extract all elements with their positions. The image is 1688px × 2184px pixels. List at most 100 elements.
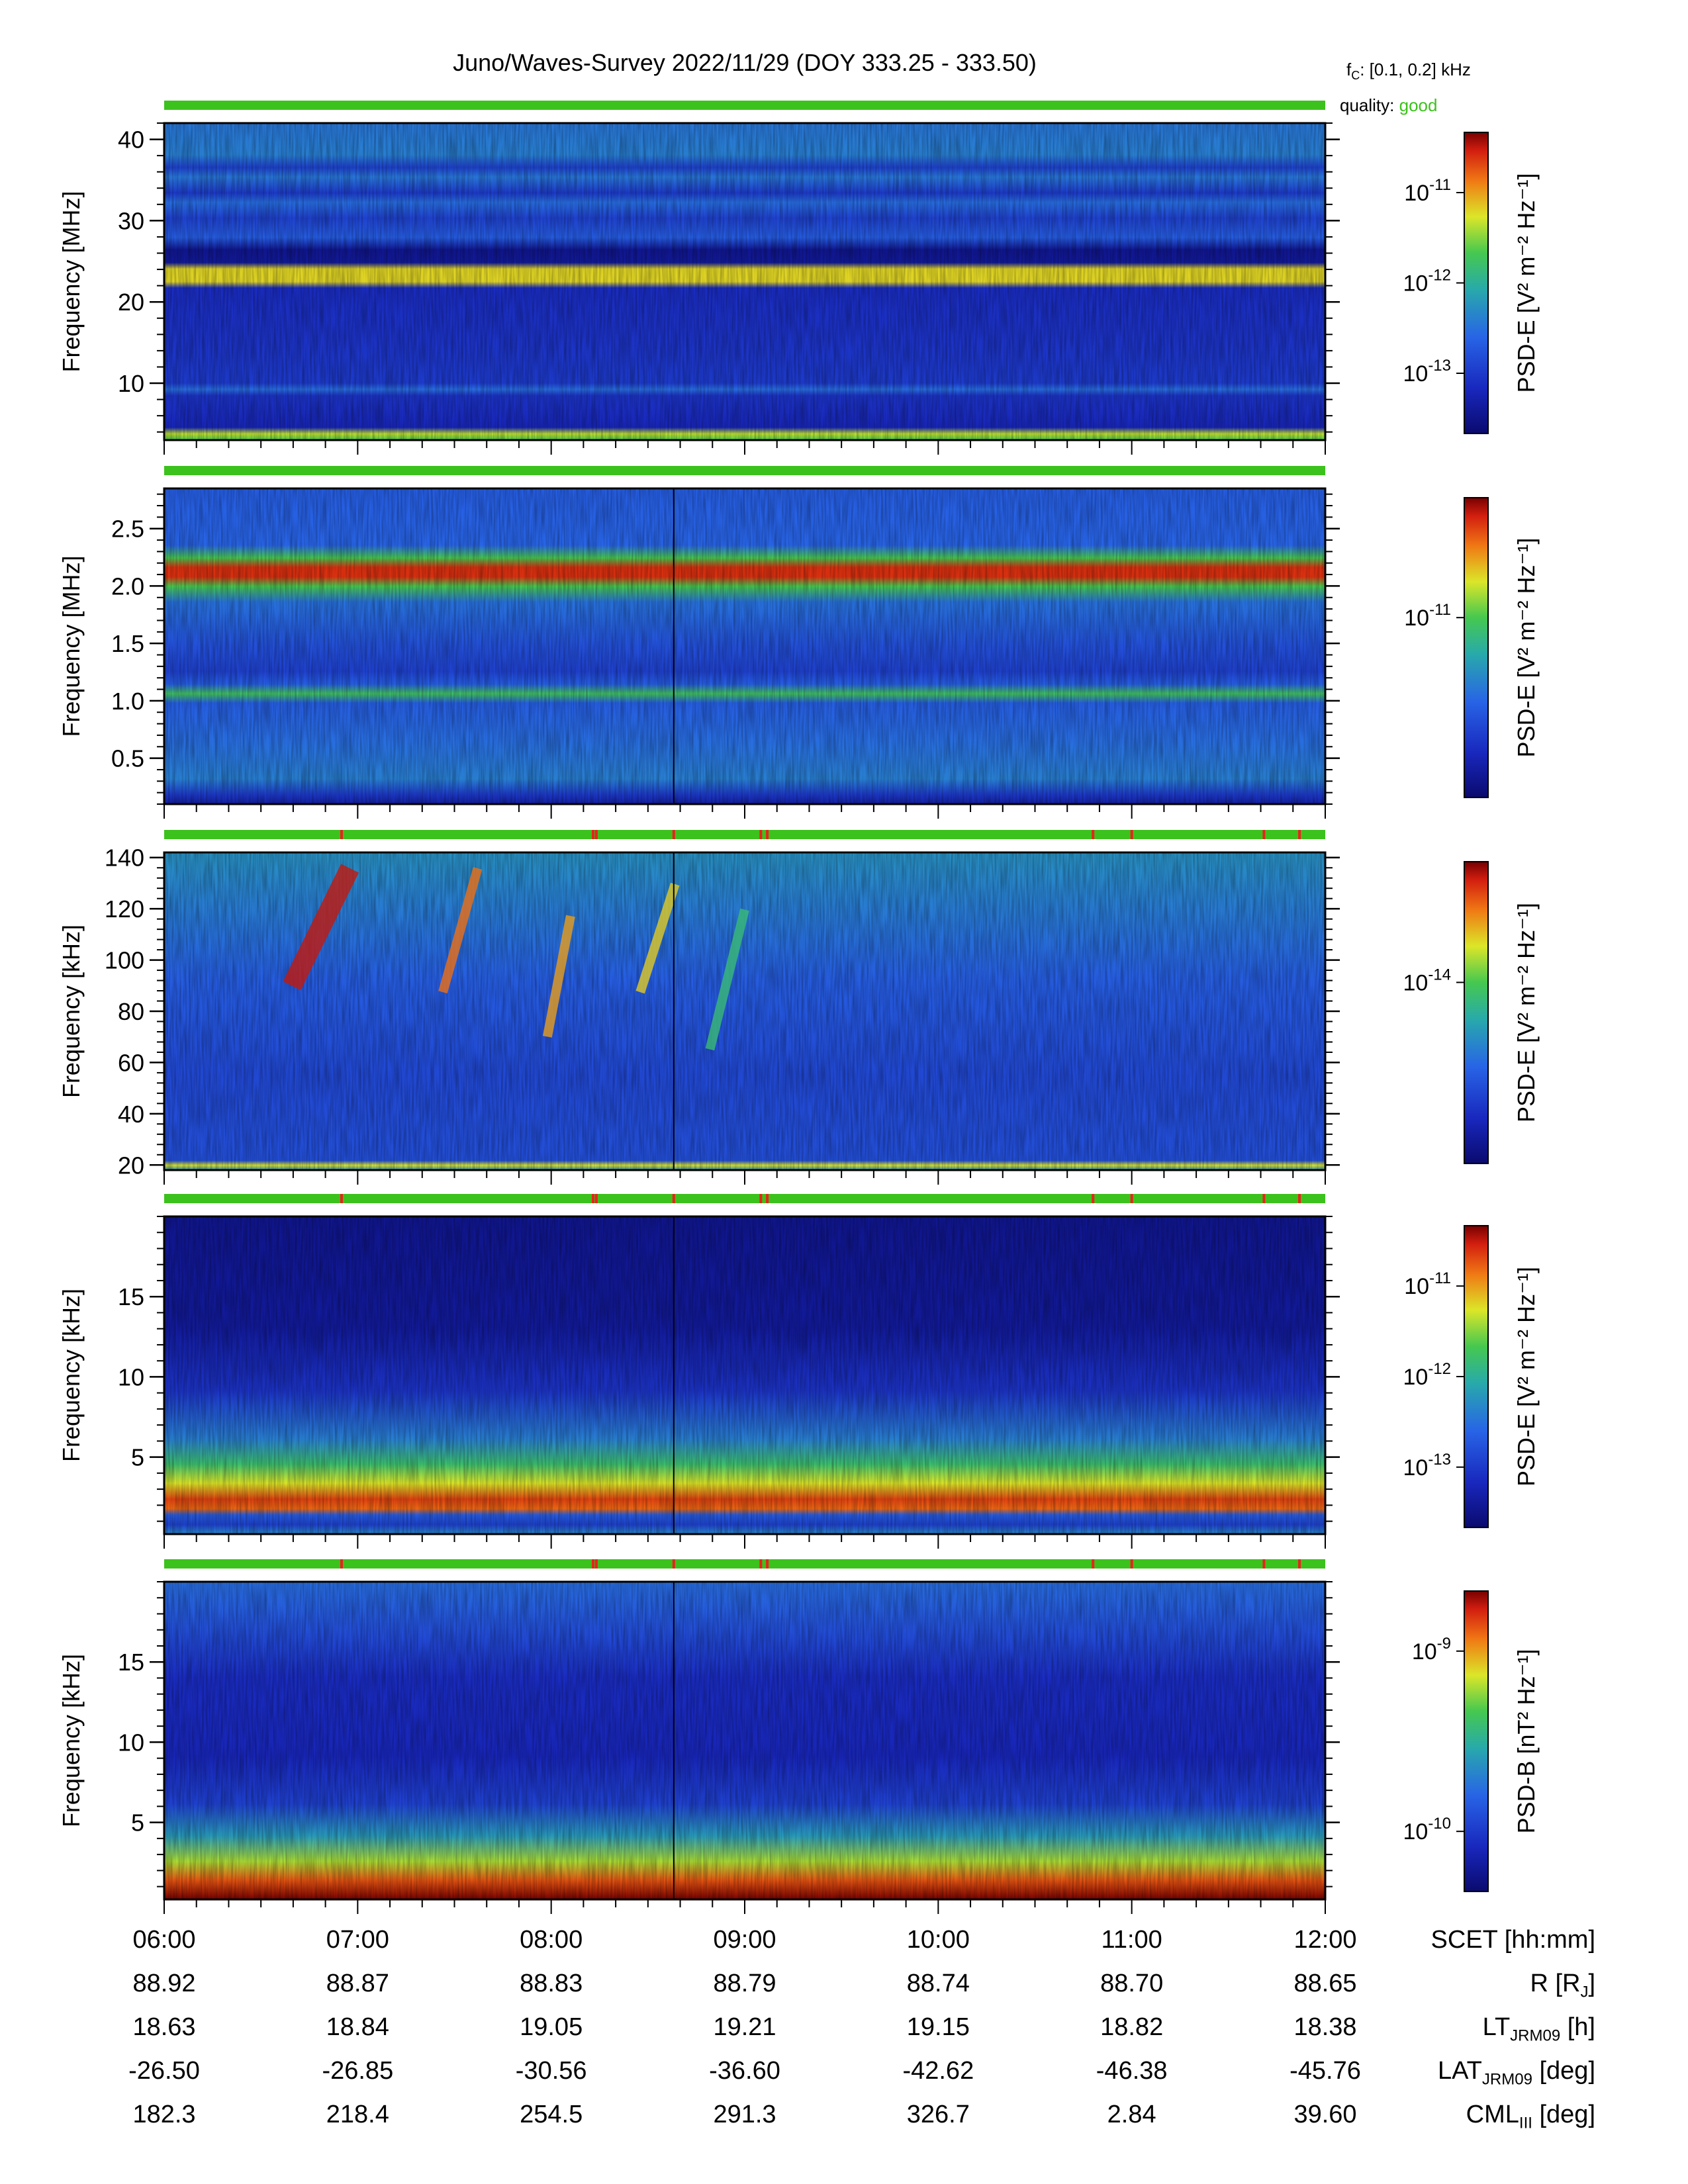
colorbar-tick-label: 10-11 <box>1404 1269 1451 1299</box>
y-tick-label: 20 <box>118 1152 144 1179</box>
quality-flag <box>1298 830 1301 839</box>
spectrogram-panel-2: 0.5 1.0 1.5 2.0 2.5 Frequency [MHz] 10-11 PSD-E… <box>58 466 1540 819</box>
quality-flag <box>672 1194 675 1203</box>
quality-label: quality: <box>1340 95 1395 115</box>
colorbar-label: PSD-E [V² m⁻² Hz⁻¹] <box>1513 903 1540 1122</box>
y-tick-label: 10 <box>118 370 144 397</box>
y-tick-label: 10 <box>118 1363 144 1390</box>
fc-symbol: f <box>1346 60 1352 79</box>
quality-flag <box>594 830 598 839</box>
colorbar-5 <box>1464 1590 1489 1892</box>
quality-bar <box>164 830 1325 839</box>
quality-flag <box>766 830 769 839</box>
ephemeris-value: 18.82 <box>1100 2013 1164 2041</box>
emission-burst <box>283 864 359 991</box>
colorbar-tick-label: 10-13 <box>1403 357 1451 387</box>
ephemeris-row-r: 88.92 88.87 88.83 88.79 88.74 88.70 88.65 R [RJ… <box>0 1970 1688 2003</box>
y-axis-label: Frequency [kHz] <box>58 925 85 1098</box>
quality-flag <box>340 830 343 839</box>
spectrogram-panel-4: 5 10 15 Frequency [kHz] 10-11 10-12 10-13 PSD-E… <box>58 1194 1540 1549</box>
y-tick-label: 140 <box>105 844 144 872</box>
quality-flag <box>1092 1194 1095 1203</box>
colorbar-4 <box>1464 1225 1489 1528</box>
y-tick-label: 5 <box>131 1809 144 1837</box>
ephemeris-value: -36.60 <box>709 2057 780 2085</box>
colorbar-tick-label: 10-13 <box>1403 1451 1451 1480</box>
y-tick-label: 2.0 <box>111 572 144 600</box>
y-tick-label: 2.5 <box>111 516 144 543</box>
quality-flag <box>759 1559 763 1569</box>
colorbar-tick-label: 10-11 <box>1404 601 1451 631</box>
ephemeris-row-lat: -26.50 -26.85 -30.56 -36.60 -42.62 -46.38 -45.… <box>0 2057 1688 2090</box>
quality-flag <box>1262 1559 1266 1569</box>
ephemeris-value: -45.76 <box>1289 2057 1361 2085</box>
quality-flag <box>1130 1559 1133 1569</box>
ephemeris-row-lt: 18.63 18.84 19.05 19.21 19.15 18.82 18.38 LTJRM… <box>0 2013 1688 2046</box>
ephemeris-value: 11:00 <box>1101 1926 1162 1954</box>
ephemeris-value: 88.74 <box>906 1970 970 1997</box>
fc-range-label: fC: [0.1, 0.2] kHz <box>1346 60 1471 83</box>
spectrogram-panel-5: 5 10 15 Frequency [kHz] 10-9 10-10 PSD-B [nT² … <box>58 1559 1540 1914</box>
spectrogram-4-texture <box>164 1216 1325 1534</box>
quality-bar <box>164 101 1325 110</box>
spectrogram-3-texture <box>164 852 1325 1170</box>
quality-flag <box>1092 1559 1095 1569</box>
ephemeris-value: 08:00 <box>520 1926 583 1954</box>
ephemeris-value: 88.70 <box>1100 1970 1164 1997</box>
ephemeris-value: 18.38 <box>1293 2013 1357 2041</box>
quality-flag <box>592 830 595 839</box>
quality-flag <box>340 1194 343 1203</box>
colorbar-tick-label: 10-11 <box>1404 176 1451 206</box>
ephemeris-value: 07:00 <box>326 1926 389 1954</box>
ephemeris-value: 254.5 <box>520 2101 583 2128</box>
quality-bar <box>164 466 1325 475</box>
colorbar-tick-label: 10-12 <box>1403 267 1451 296</box>
quality-flag <box>340 1559 343 1569</box>
quality-flag <box>1262 1194 1266 1203</box>
quality-flag <box>1092 830 1095 839</box>
ephemeris-value: 88.87 <box>326 1970 389 1997</box>
ephemeris-value: 09:00 <box>713 1926 776 1954</box>
y-tick-label: 60 <box>118 1049 144 1076</box>
y-tick-label: 30 <box>118 207 144 234</box>
quality-flag <box>1298 1194 1301 1203</box>
emission-burst <box>635 882 680 994</box>
quality-flag <box>672 1559 675 1569</box>
y-tick-label: 80 <box>118 998 144 1025</box>
ephemeris-label: CMLIII [deg] <box>1466 2101 1595 2132</box>
emission-burst <box>438 867 483 994</box>
ephemeris-value: 291.3 <box>713 2101 776 2128</box>
y-tick-label: 1.5 <box>111 630 144 657</box>
ephemeris-value: 12:00 <box>1293 1926 1357 1954</box>
ephemeris-value: 19.05 <box>520 2013 583 2041</box>
ephemeris-value: 06:00 <box>132 1926 196 1954</box>
ephemeris-value: -42.62 <box>902 2057 974 2085</box>
emission-burst <box>542 915 575 1038</box>
y-axis-label: Frequency [MHz] <box>58 191 85 372</box>
colorbar-tick-label: 10-14 <box>1403 966 1451 995</box>
fc-value: : [0.1, 0.2] kHz <box>1360 60 1471 79</box>
fc-subscript: C <box>1351 69 1360 83</box>
colorbar-label: PSD-E [V² m⁻² Hz⁻¹] <box>1513 173 1540 393</box>
ephemeris-value: 88.92 <box>132 1970 196 1997</box>
quality-flag <box>759 830 763 839</box>
ephemeris-value: 19.21 <box>713 2013 776 2041</box>
y-tick-label: 100 <box>105 947 144 974</box>
ephemeris-value: 2.84 <box>1107 2101 1156 2128</box>
quality-indicator: quality: good <box>1340 95 1437 116</box>
quality-flag <box>1130 830 1133 839</box>
ephemeris-value: 18.84 <box>326 2013 389 2041</box>
y-tick-label: 120 <box>105 895 144 923</box>
colorbar-3 <box>1464 861 1489 1164</box>
ephemeris-value: 182.3 <box>132 2101 196 2128</box>
ephemeris-value: -26.85 <box>322 2057 394 2085</box>
y-tick-label: 0.5 <box>111 745 144 772</box>
y-tick-label: 10 <box>118 1729 144 1756</box>
ephemeris-value: -26.50 <box>128 2057 200 2085</box>
quality-flag <box>1262 830 1266 839</box>
quality-flag <box>766 1194 769 1203</box>
colorbar-1 <box>1464 132 1489 434</box>
ephemeris-row-cml: 182.3 218.4 254.5 291.3 326.7 2.84 39.60 CMLIII… <box>0 2101 1688 2134</box>
spectrogram-2-texture <box>164 488 1325 804</box>
emission-burst <box>705 908 749 1051</box>
